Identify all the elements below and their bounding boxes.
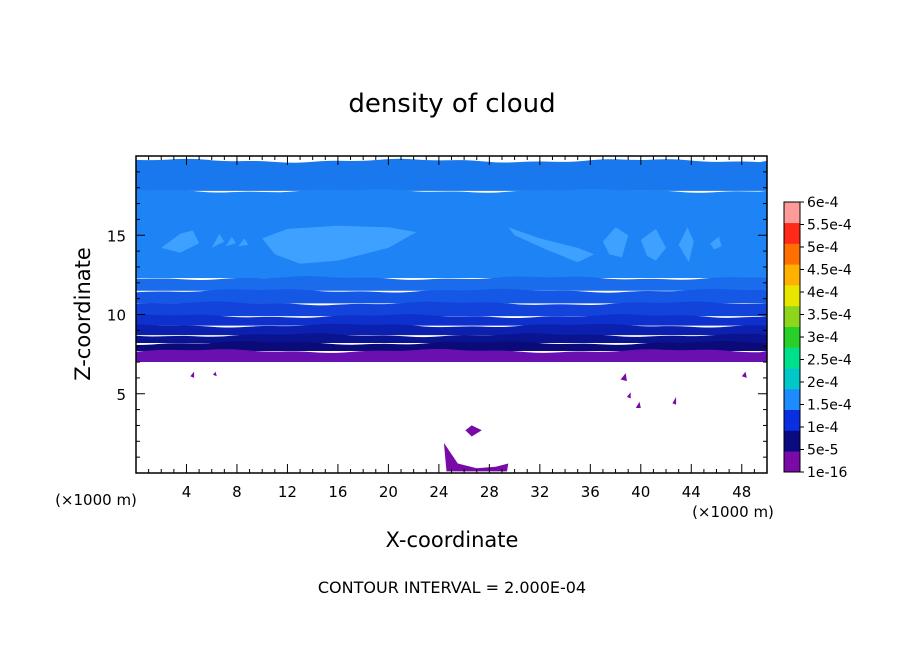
colorbar-label: 6e-4 — [807, 195, 839, 211]
x-tick-label: 12 — [278, 483, 297, 501]
x-tick-label: 8 — [232, 483, 242, 501]
x-tick-label: 44 — [682, 483, 701, 501]
density-layer-8 — [136, 341, 767, 351]
x-tick-label: 28 — [480, 483, 499, 501]
density-layer-4 — [136, 301, 767, 317]
density-patch-4 — [238, 238, 249, 247]
y-axis-label: Z-coordinate — [71, 247, 95, 381]
colorbar-swatch — [784, 409, 800, 431]
colorbar-swatch — [784, 202, 800, 224]
plot-layers — [136, 158, 767, 363]
density-patch-5 — [508, 227, 595, 263]
colorbar-swatch — [784, 264, 800, 286]
colorbar-swatch — [784, 305, 800, 327]
density-patch-6 — [602, 227, 629, 258]
x-axis-label: X-coordinate — [386, 528, 519, 552]
colorbar-label: 1e-16 — [807, 465, 847, 481]
density-patch-0 — [161, 230, 200, 253]
y-tick-label: 10 — [107, 307, 126, 325]
density-patch-8 — [678, 227, 694, 263]
density-patch-10 — [443, 442, 509, 472]
x-unit-label: (×1000 m) — [692, 503, 774, 521]
x-tick-label: 36 — [581, 483, 600, 501]
x-tick-label: 24 — [429, 483, 448, 501]
z-unit-label: (×1000 m) — [55, 491, 137, 509]
density-layer-0 — [136, 158, 767, 191]
density-patch-3 — [225, 236, 236, 247]
density-patch-12 — [620, 373, 627, 382]
density-patch-16 — [741, 371, 747, 378]
x-axis-ticks: 4 8 12 16 20 24 28 32 36 40 44 48 — [135, 156, 768, 501]
colorbar-label: 1.5e-4 — [807, 398, 852, 414]
colorbar-swatch — [784, 368, 800, 390]
x-tick-label: 16 — [328, 483, 347, 501]
colorbar-label: 2e-4 — [807, 375, 839, 391]
density-layer-6 — [136, 323, 767, 336]
density-layer-3 — [136, 288, 767, 304]
x-tick-label: 32 — [530, 483, 549, 501]
density-patch-9 — [710, 236, 722, 250]
density-layer-2 — [136, 276, 767, 291]
colorbar-label: 2.5e-4 — [807, 353, 852, 369]
x-tick-label: 4 — [182, 483, 192, 501]
y-axis-ticks: 5 10 15 — [107, 155, 767, 474]
plot-patches — [161, 225, 747, 472]
density-patch-13 — [626, 392, 631, 399]
colorbar-label: 3.5e-4 — [807, 308, 852, 324]
density-layer-5 — [136, 314, 767, 326]
chart-title: density of cloud — [348, 89, 555, 119]
colorbar-swatch — [784, 347, 800, 369]
colorbar-swatch — [784, 430, 800, 452]
density-layer-1 — [136, 188, 767, 279]
colorbar-swatch — [784, 326, 800, 348]
colorbar-label: 3e-4 — [807, 330, 839, 346]
density-patch-7 — [640, 228, 666, 261]
x-tick-label: 48 — [732, 483, 751, 501]
density-patch-1 — [262, 225, 417, 264]
colorbar-label: 5e-5 — [807, 443, 838, 459]
colorbar-label: 5.5e-4 — [807, 218, 852, 234]
x-tick-label: 40 — [631, 483, 650, 501]
y-tick-label: 5 — [116, 386, 126, 404]
colorbar: 1e-16 5e-5 1e-4 1.5e-4 2e-4 2.5e-4 3e-4 3.5e-4 4… — [783, 195, 852, 481]
colorbar-label: 4e-4 — [807, 285, 839, 301]
colorbar-swatch — [784, 243, 800, 265]
density-layer-9 — [136, 348, 767, 363]
y-tick-label: 15 — [107, 227, 126, 245]
colorbar-label: 4.5e-4 — [807, 263, 852, 279]
x-tick-label: 20 — [379, 483, 398, 501]
density-patch-15 — [672, 396, 677, 405]
density-patch-2 — [211, 233, 225, 248]
colorbar-swatch — [784, 222, 800, 244]
density-patch-14 — [635, 401, 641, 408]
density-patch-18 — [213, 371, 217, 377]
density-patch-11 — [465, 425, 482, 437]
colorbar-swatch — [784, 451, 800, 473]
colorbar-swatch — [784, 388, 800, 410]
colorbar-label: 1e-4 — [807, 420, 839, 436]
contour-interval-note: CONTOUR INTERVAL = 2.000E-04 — [318, 578, 586, 597]
density-layer-7 — [136, 333, 767, 344]
colorbar-swatch — [784, 285, 800, 307]
density-patch-17 — [190, 371, 195, 378]
colorbar-label: 5e-4 — [807, 240, 839, 256]
